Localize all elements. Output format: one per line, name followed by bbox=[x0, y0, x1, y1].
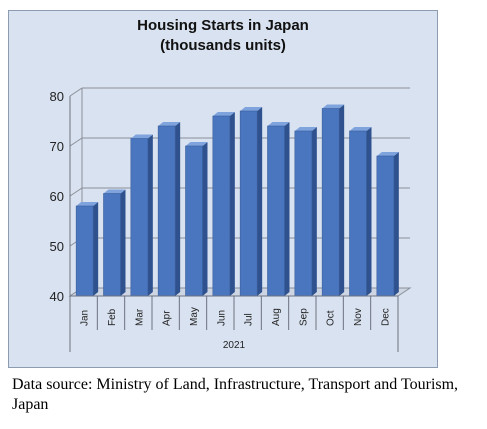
bar-side-feb bbox=[120, 189, 126, 296]
bar-side-dec bbox=[393, 152, 399, 296]
x-tick-label-jun: Jun bbox=[216, 310, 227, 326]
chart-title: Housing Starts in Japan (thousands units… bbox=[8, 16, 438, 56]
bar-jul bbox=[239, 107, 263, 297]
bar-mar bbox=[130, 134, 153, 297]
x-tick-label-may: May bbox=[189, 307, 200, 326]
y-tick-label-70: 70 bbox=[50, 139, 64, 154]
bar-front-may bbox=[185, 145, 203, 297]
bar-may bbox=[185, 142, 208, 297]
gridline-depth-60 bbox=[69, 187, 83, 197]
bar-side-may bbox=[202, 142, 208, 296]
bar-front-apr bbox=[157, 125, 176, 297]
bar-front-dec bbox=[376, 155, 395, 297]
bar-top-may bbox=[185, 142, 208, 146]
bar-front-oct bbox=[321, 108, 340, 297]
bar-front-mar bbox=[130, 138, 149, 297]
x-tick-label-jan: Jan bbox=[80, 310, 91, 326]
bar-front-aug bbox=[267, 125, 285, 297]
x-tick-label-oct: Oct bbox=[326, 310, 337, 326]
bar-top-jun bbox=[212, 112, 235, 116]
bar-top-aug bbox=[267, 122, 290, 126]
bar-front-jan bbox=[75, 205, 94, 297]
x-tick-label-aug: Aug bbox=[271, 308, 282, 326]
bar-side-sep bbox=[311, 127, 317, 296]
bar-side-jul bbox=[257, 107, 263, 296]
bar-front-sep bbox=[294, 130, 313, 297]
chart-title-line-1: Housing Starts in Japan bbox=[137, 17, 309, 34]
bar-top-sep bbox=[294, 127, 317, 131]
y-tick-label-60: 60 bbox=[50, 189, 64, 204]
bar-top-feb bbox=[103, 189, 126, 194]
x-group-label: 2021 bbox=[223, 340, 246, 351]
bar-top-nov bbox=[349, 127, 372, 131]
bar-side-apr bbox=[175, 122, 181, 296]
y-tick-label-80: 80 bbox=[50, 89, 64, 104]
bar-side-jun bbox=[229, 112, 235, 296]
bar-side-aug bbox=[284, 122, 290, 296]
x-tick-label-sep: Sep bbox=[298, 308, 309, 326]
gridline-depth-80 bbox=[69, 87, 83, 97]
bar-feb bbox=[103, 189, 126, 297]
x-tick-label-apr: Apr bbox=[162, 310, 173, 326]
bar-side-jan bbox=[93, 202, 99, 296]
bar-top-jan bbox=[76, 202, 99, 206]
bar-dec bbox=[376, 152, 399, 297]
bar-nov bbox=[349, 127, 372, 297]
bar-front-nov bbox=[349, 130, 367, 297]
bar-front-jun bbox=[212, 115, 231, 297]
bar-top-jul bbox=[240, 107, 263, 111]
bar-jan bbox=[75, 202, 99, 297]
bar-side-nov bbox=[366, 127, 372, 296]
bar-sep bbox=[294, 127, 317, 297]
bar-apr bbox=[157, 122, 181, 297]
bar-side-mar bbox=[147, 134, 153, 296]
bar-side-oct bbox=[339, 104, 345, 296]
x-tick-label-dec: Dec bbox=[380, 308, 391, 326]
chart-title-line-2: (thousands units) bbox=[160, 37, 286, 54]
bar-aug bbox=[267, 122, 290, 297]
x-tick-label-mar: Mar bbox=[134, 308, 145, 326]
bar-top-oct bbox=[322, 104, 345, 109]
bar-jun bbox=[212, 112, 235, 297]
x-tick-label-jul: Jul bbox=[244, 313, 255, 326]
bar-top-apr bbox=[158, 122, 181, 126]
bar-front-feb bbox=[103, 193, 121, 297]
gridline-depth-70 bbox=[69, 137, 83, 147]
bar-top-dec bbox=[376, 152, 399, 156]
bar-oct bbox=[321, 104, 345, 297]
x-tick-label-feb: Feb bbox=[107, 308, 118, 326]
x-tick-label-nov: Nov bbox=[353, 308, 364, 326]
data-source-note: Data source: Ministry of Land, Infrastru… bbox=[12, 376, 459, 413]
y-tick-label-40: 40 bbox=[50, 289, 64, 304]
bar-front-jul bbox=[239, 110, 258, 297]
y-tick-label-50: 50 bbox=[50, 239, 64, 254]
bar-top-mar bbox=[130, 134, 153, 139]
